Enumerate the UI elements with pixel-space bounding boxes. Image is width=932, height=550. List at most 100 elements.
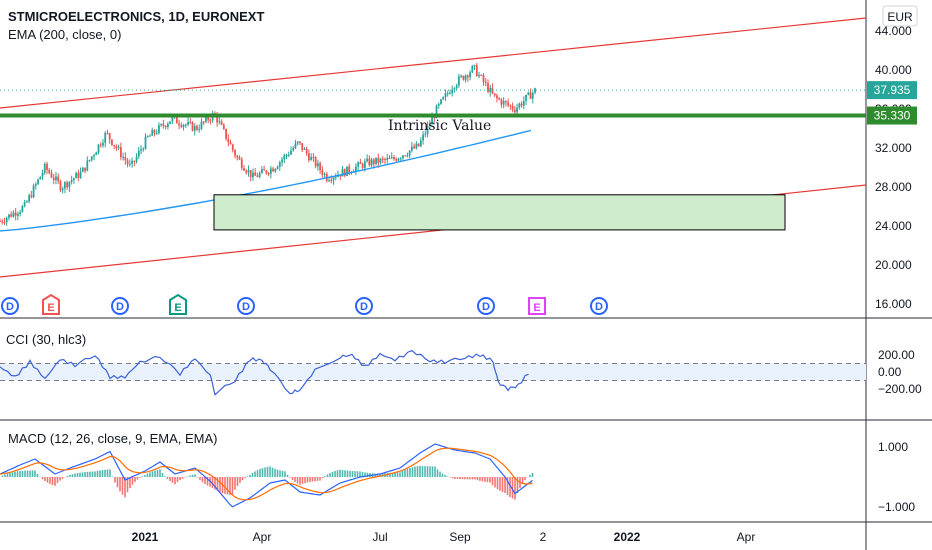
- candle-body: [247, 170, 250, 173]
- earnings-marker-label: E: [174, 302, 181, 314]
- dividend-marker[interactable]: [1, 297, 19, 315]
- price-badge[interactable]: [867, 106, 917, 125]
- candle-body: [410, 146, 413, 151]
- candle-body: [202, 121, 205, 123]
- candle-body: [518, 103, 521, 108]
- candle-body: [520, 103, 523, 106]
- cci-pane[interactable]: [0, 349, 866, 396]
- upper-trendline[interactable]: [0, 17, 867, 109]
- candle-body: [513, 109, 516, 113]
- time-tick-label: 2: [540, 530, 547, 544]
- candle-body: [290, 150, 292, 155]
- macd-legend: MACD (12, 26, close, 9, EMA, EMA): [8, 431, 218, 446]
- ema-200-line[interactable]: [0, 129, 532, 232]
- dividend-marker[interactable]: [590, 297, 608, 315]
- candle-body: [128, 163, 131, 165]
- candle-body: [108, 133, 111, 140]
- candle-body: [453, 88, 456, 90]
- candle-body: [444, 93, 447, 98]
- candle-body: [111, 139, 113, 146]
- candle-body: [440, 99, 442, 104]
- candle-body: [160, 124, 163, 126]
- candle-body: [155, 132, 158, 134]
- candle-body: [25, 201, 28, 203]
- candle-body: [449, 93, 451, 95]
- candle-body: [21, 206, 24, 212]
- currency-badge[interactable]: [882, 5, 918, 27]
- candle-body: [243, 167, 245, 171]
- earnings-marker[interactable]: [169, 293, 187, 315]
- earnings-marker-label: E: [47, 302, 54, 314]
- candle-body: [431, 117, 433, 125]
- candle-body: [435, 105, 438, 119]
- candle-body: [55, 176, 57, 181]
- macd-pane[interactable]: [0, 443, 534, 508]
- currency-label: EUR: [887, 10, 913, 24]
- macd-line[interactable]: [0, 443, 533, 508]
- candle-body: [525, 94, 527, 101]
- candle-body: [225, 128, 227, 139]
- candle-body: [66, 182, 69, 188]
- candle-body: [193, 126, 196, 131]
- candle-body: [502, 100, 505, 105]
- dividend-marker[interactable]: [355, 297, 373, 315]
- cci-tick-label: 0.00: [878, 365, 902, 379]
- candle-body: [90, 156, 93, 160]
- candle-body: [377, 157, 380, 163]
- candle-body: [236, 155, 239, 158]
- price-badge[interactable]: [867, 81, 917, 100]
- candle-body: [393, 157, 395, 159]
- price-badge-label: 35.330: [874, 109, 911, 123]
- candle-body: [460, 75, 463, 77]
- candle-body: [469, 72, 471, 78]
- candle-body: [124, 156, 127, 161]
- macd-tick-label: −1.000: [878, 500, 915, 514]
- candle-body: [332, 177, 335, 181]
- candle-body: [231, 144, 234, 151]
- candle-body: [417, 143, 420, 147]
- dividend-marker[interactable]: [477, 297, 495, 315]
- candle-body: [471, 65, 474, 73]
- candle-body: [278, 162, 281, 167]
- signal-line[interactable]: [0, 447, 533, 501]
- candle-body: [207, 116, 210, 121]
- candle-body: [249, 170, 252, 178]
- dividend-marker[interactable]: [237, 297, 255, 315]
- candle-body: [166, 123, 169, 128]
- cci-line[interactable]: [0, 349, 529, 396]
- candle-body: [330, 180, 333, 182]
- candle-body: [126, 160, 129, 164]
- candle-body: [245, 170, 248, 173]
- candle-body: [388, 158, 391, 160]
- candle-body: [19, 211, 22, 214]
- buy-zone-rectangle[interactable]: [213, 194, 786, 231]
- candle-body: [294, 143, 297, 149]
- candle-body: [169, 121, 172, 124]
- earnings-marker[interactable]: [42, 293, 60, 315]
- earnings-marker[interactable]: [528, 297, 546, 315]
- candle-body: [363, 161, 366, 168]
- candle-body: [254, 172, 257, 176]
- candle-body: [119, 147, 122, 158]
- cci-tick-label: 200.00: [878, 348, 915, 362]
- candle-body: [493, 93, 496, 96]
- candle-body: [272, 168, 274, 172]
- candle-body: [5, 217, 8, 223]
- candle-body: [10, 214, 13, 217]
- intrinsic-value-label[interactable]: Intrinsic Value: [388, 118, 491, 134]
- candle-body: [178, 123, 180, 126]
- candle-body: [426, 125, 429, 134]
- dividend-marker-label: D: [242, 301, 250, 313]
- candle-body: [131, 160, 133, 164]
- candle-body: [334, 176, 337, 178]
- candle-body: [314, 157, 317, 167]
- candle-body: [308, 153, 310, 161]
- candle-body: [84, 167, 86, 171]
- dividend-marker[interactable]: [111, 297, 129, 315]
- candle-body: [99, 144, 102, 146]
- candle-body: [372, 159, 375, 165]
- candle-body: [319, 163, 322, 171]
- candle-body: [30, 195, 33, 198]
